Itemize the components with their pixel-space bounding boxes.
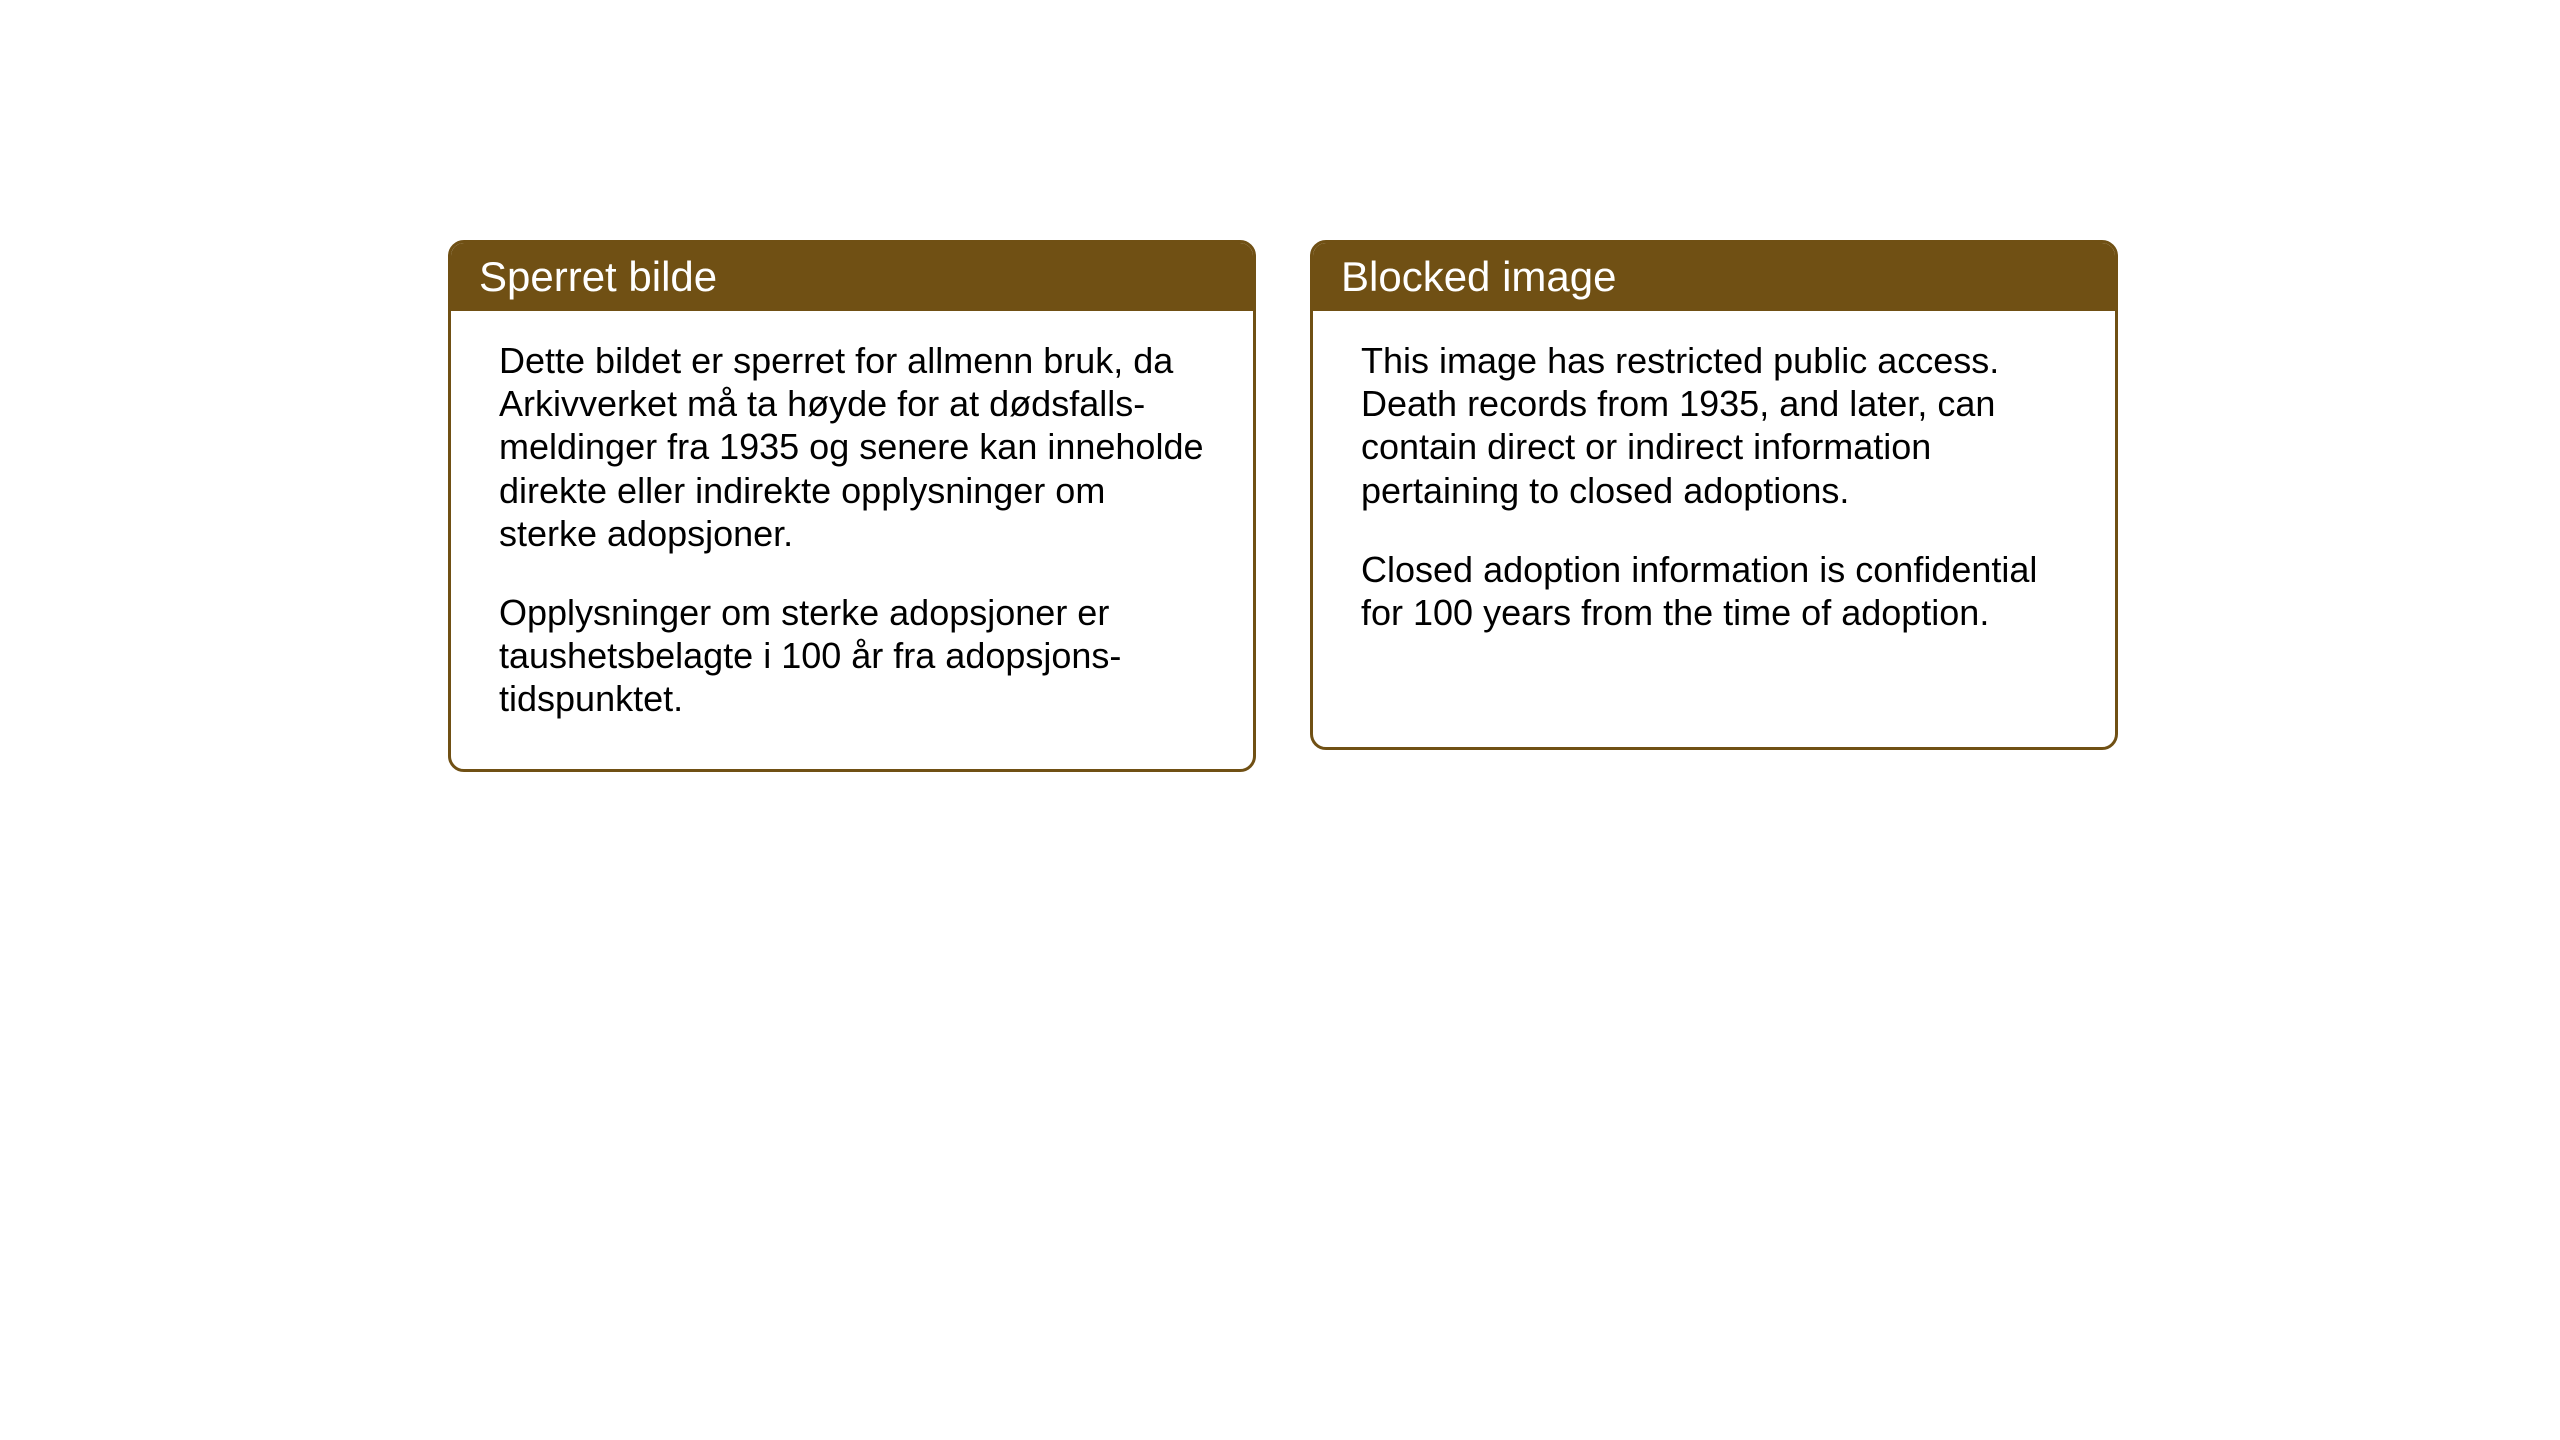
card-english: Blocked image This image has restricted … bbox=[1310, 240, 2118, 750]
card-norwegian-paragraph-2: Opplysninger om sterke adopsjoner er tau… bbox=[499, 591, 1205, 721]
cards-container: Sperret bilde Dette bildet er sperret fo… bbox=[448, 240, 2118, 772]
card-english-header: Blocked image bbox=[1313, 243, 2115, 311]
card-english-body: This image has restricted public access.… bbox=[1313, 311, 2115, 682]
card-english-paragraph-1: This image has restricted public access.… bbox=[1361, 339, 2067, 512]
card-norwegian-title: Sperret bilde bbox=[479, 253, 717, 300]
card-norwegian-paragraph-1: Dette bildet er sperret for allmenn bruk… bbox=[499, 339, 1205, 555]
card-norwegian-header: Sperret bilde bbox=[451, 243, 1253, 311]
card-norwegian-body: Dette bildet er sperret for allmenn bruk… bbox=[451, 311, 1253, 769]
card-english-title: Blocked image bbox=[1341, 253, 1616, 300]
card-english-paragraph-2: Closed adoption information is confident… bbox=[1361, 548, 2067, 634]
card-norwegian: Sperret bilde Dette bildet er sperret fo… bbox=[448, 240, 1256, 772]
